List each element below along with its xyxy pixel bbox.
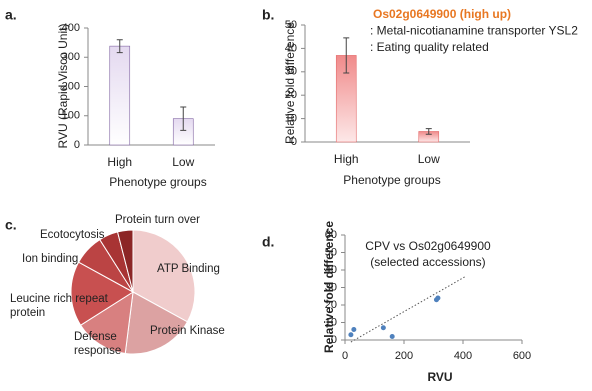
y-axis-label: RVU (Rapid Visco Unit) (56, 24, 70, 149)
point (351, 327, 357, 332)
x-tick-label: Low (172, 155, 194, 169)
point (380, 325, 386, 331)
chart-subtitle: (selected accessions) (370, 255, 485, 269)
y-tick-label: 40 (285, 42, 297, 54)
y-tick-label: 40 (325, 264, 337, 276)
x-tick-label: Low (418, 152, 440, 166)
y-axis-label: Relative fold difference (283, 22, 297, 144)
annotation: : Eating quality related (370, 40, 489, 54)
x-tick-label: High (334, 152, 359, 166)
panel-label: a. (5, 7, 17, 23)
y-tick-label: 60 (325, 229, 337, 241)
x-axis-label: Phenotype groups (343, 173, 440, 187)
error-bar (116, 39, 123, 54)
pie-slice (116, 229, 134, 293)
y-tick-label: 0 (74, 139, 80, 151)
x-axis-label: RVU (427, 370, 452, 384)
pie-slice (79, 291, 134, 355)
x-axis-label: Phenotype groups (109, 175, 206, 189)
point (389, 334, 395, 339)
chart-title: CPV vs Os02g0649900 (365, 239, 491, 253)
y-tick-label: 50 (325, 246, 337, 258)
pie-slice (70, 261, 134, 326)
x-tick-label: 0 (342, 350, 348, 362)
pie-label: Leucine rich repeat protein (10, 293, 108, 319)
trendline (350, 275, 467, 343)
pie-label: Ion binding (22, 253, 79, 265)
y-tick-label: 50 (285, 19, 297, 31)
title-bg (376, 238, 482, 270)
y-tick-label: 0 (291, 136, 297, 148)
x-tick-label: 200 (395, 350, 413, 362)
y-tick-label: 200 (62, 80, 80, 92)
x-tick-label: High (107, 155, 132, 169)
pie-slice (132, 229, 196, 323)
point (435, 295, 441, 301)
y-tick-label: 100 (62, 110, 80, 122)
x-tick-label: 600 (513, 350, 531, 362)
pie-label: Defense response (74, 331, 122, 357)
y-axis-label: Relative fold difference (322, 221, 336, 353)
y-tick-label: 10 (285, 113, 297, 125)
y-tick-label: 30 (325, 281, 337, 293)
error-bar (180, 106, 187, 131)
y-tick-label: 30 (285, 66, 297, 78)
y-tick-label: 10 (325, 316, 337, 328)
bar (109, 45, 131, 146)
error-bar (343, 37, 350, 74)
panel-label: d. (262, 234, 274, 250)
y-tick-label: 400 (62, 22, 80, 34)
panel-label: b. (262, 7, 274, 23)
x-tick-label: 400 (454, 350, 472, 362)
y-tick-label: 20 (325, 299, 337, 311)
error-bar (425, 128, 432, 135)
annotation: : Metal-nicotianamine transporter YSL2 (370, 24, 578, 38)
pie-label: Ecotocytosis (40, 229, 105, 241)
y-tick-label: 300 (62, 51, 80, 63)
pie-label: Protein turn over (115, 214, 201, 226)
panel-label: c. (5, 217, 17, 233)
pie-slice (124, 291, 189, 355)
annotation: Os02g0649900 (high up) (373, 7, 511, 21)
pie-label: ATP Binding (157, 263, 220, 275)
point (348, 332, 354, 338)
y-tick-label: 20 (285, 89, 297, 101)
pie-label: Protein Kinase (150, 325, 225, 337)
y-tick-label: 0 (331, 334, 337, 346)
